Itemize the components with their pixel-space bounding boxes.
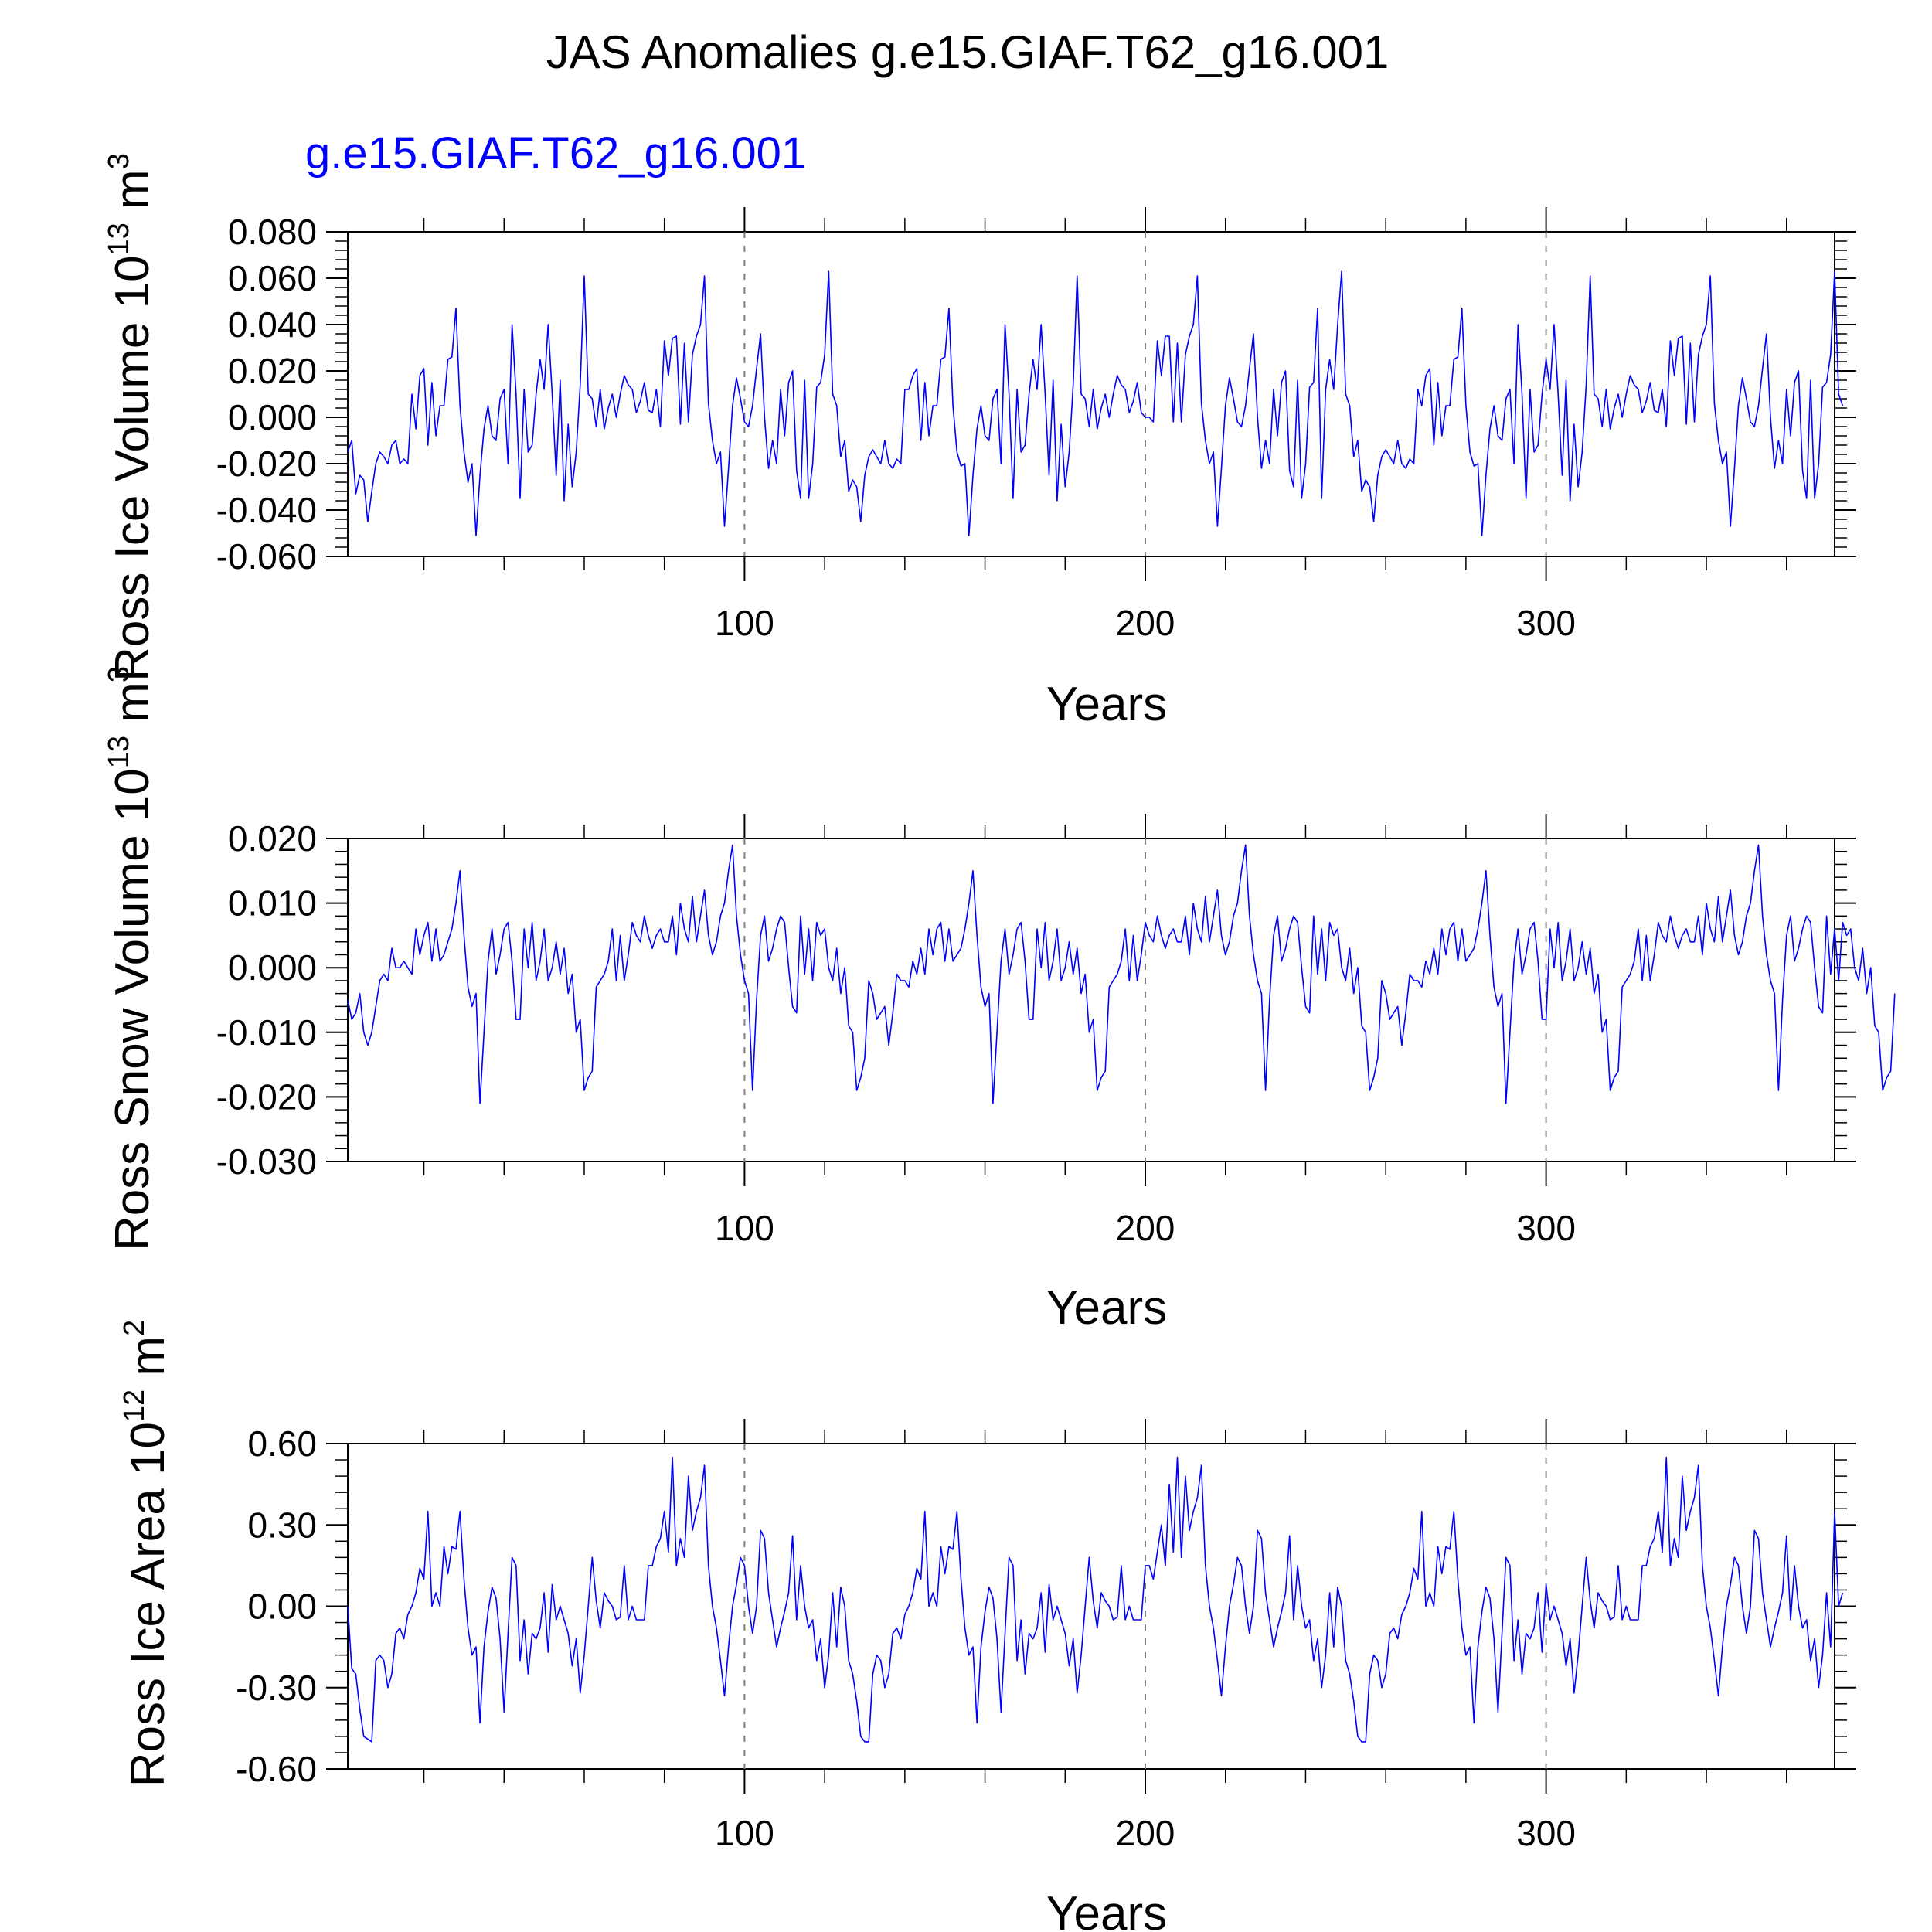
y-tick-label: 0.00 [247, 1587, 317, 1627]
y-axis-label-part: 13 [103, 736, 135, 768]
x-tick-label: 300 [1516, 1813, 1576, 1853]
y-tick-label: 0.060 [228, 258, 317, 298]
y-tick-label: -0.60 [236, 1749, 317, 1789]
series-line-ross-snow-volume [347, 844, 1896, 1104]
x-tick-label: 100 [715, 1813, 774, 1853]
panel-ross-ice-area: 0.60 0.30 0.00 -0.30 -0.60 100 200 300 Years Ross… [118, 1320, 1856, 1932]
y-axis-label-part: Ross Ice Area 10 [121, 1422, 175, 1787]
y-axis-label-part: 13 [103, 223, 135, 255]
y-tick-label: -0.040 [216, 490, 317, 530]
x-tick-label: 300 [1516, 1208, 1576, 1248]
y-axis-label-part: Ross Ice Volume 10 [106, 255, 159, 681]
figure-title: JAS Anomalies g.e15.GIAF.T62_g16.001 [546, 26, 1389, 78]
series-line-ross-ice-volume [347, 270, 1844, 536]
y-tick-label: 0.000 [228, 947, 317, 988]
y-axis-label-part: Ross Snow Volume 10 [106, 768, 159, 1250]
y-axis-label-part: 3 [103, 153, 135, 169]
y-tick-label: -0.020 [216, 1077, 317, 1117]
plot-frame [347, 231, 1835, 557]
y-axis-label-part: 12 [118, 1389, 151, 1422]
y-axis-label-part: 3 [103, 666, 135, 682]
y-tick-label: 0.040 [228, 304, 317, 345]
x-tick-label: 100 [715, 1208, 774, 1248]
y-tick-label: 0.080 [228, 212, 317, 252]
y-tick-label: -0.010 [216, 1012, 317, 1053]
x-axis-label: Years [1046, 1281, 1167, 1335]
x-tick-label: 200 [1116, 1208, 1175, 1248]
x-axis-label: Years [1046, 678, 1167, 731]
figure-subtitle: g.e15.GIAF.T62_g16.001 [305, 128, 806, 179]
y-axis-label: Ross Snow Volume 1013 m3 [103, 666, 159, 1250]
y-tick-label: -0.020 [216, 444, 317, 484]
y-axis-label: Ross Ice Area 1012 m2 [118, 1320, 175, 1787]
y-tick-label: 0.010 [228, 883, 317, 923]
y-tick-label: 0.30 [247, 1505, 317, 1545]
y-tick-label: 0.60 [247, 1423, 317, 1464]
series-line-ross-ice-area [347, 1456, 1844, 1743]
y-tick-label: 0.020 [228, 351, 317, 391]
x-tick-label: 100 [715, 603, 774, 643]
y-axis-label-part: m [106, 682, 159, 736]
y-axis-label: Ross Ice Volume 1013 m3 [103, 153, 159, 682]
y-tick-label: -0.30 [236, 1668, 317, 1708]
y-tick-label: 0.020 [228, 818, 317, 859]
y-axis-label-part: m [121, 1336, 175, 1389]
x-axis-label: Years [1046, 1887, 1167, 1932]
y-axis-label-part: m [106, 169, 159, 223]
y-axis-label-part: 2 [118, 1320, 151, 1336]
x-tick-label: 200 [1116, 603, 1175, 643]
y-tick-label: 0.000 [228, 397, 317, 437]
x-tick-label: 200 [1116, 1813, 1175, 1853]
y-tick-label: -0.060 [216, 536, 317, 577]
panel-ross-ice-volume: 0.080 0.060 0.040 0.020 0.000 -0.020 -0.040 -0.… [103, 153, 1856, 731]
y-tick-label: -0.030 [216, 1141, 317, 1182]
x-tick-label: 300 [1516, 603, 1576, 643]
panel-ross-snow-volume: 0.020 0.010 0.000 -0.010 -0.020 -0.030 100 200 3… [103, 666, 1896, 1335]
